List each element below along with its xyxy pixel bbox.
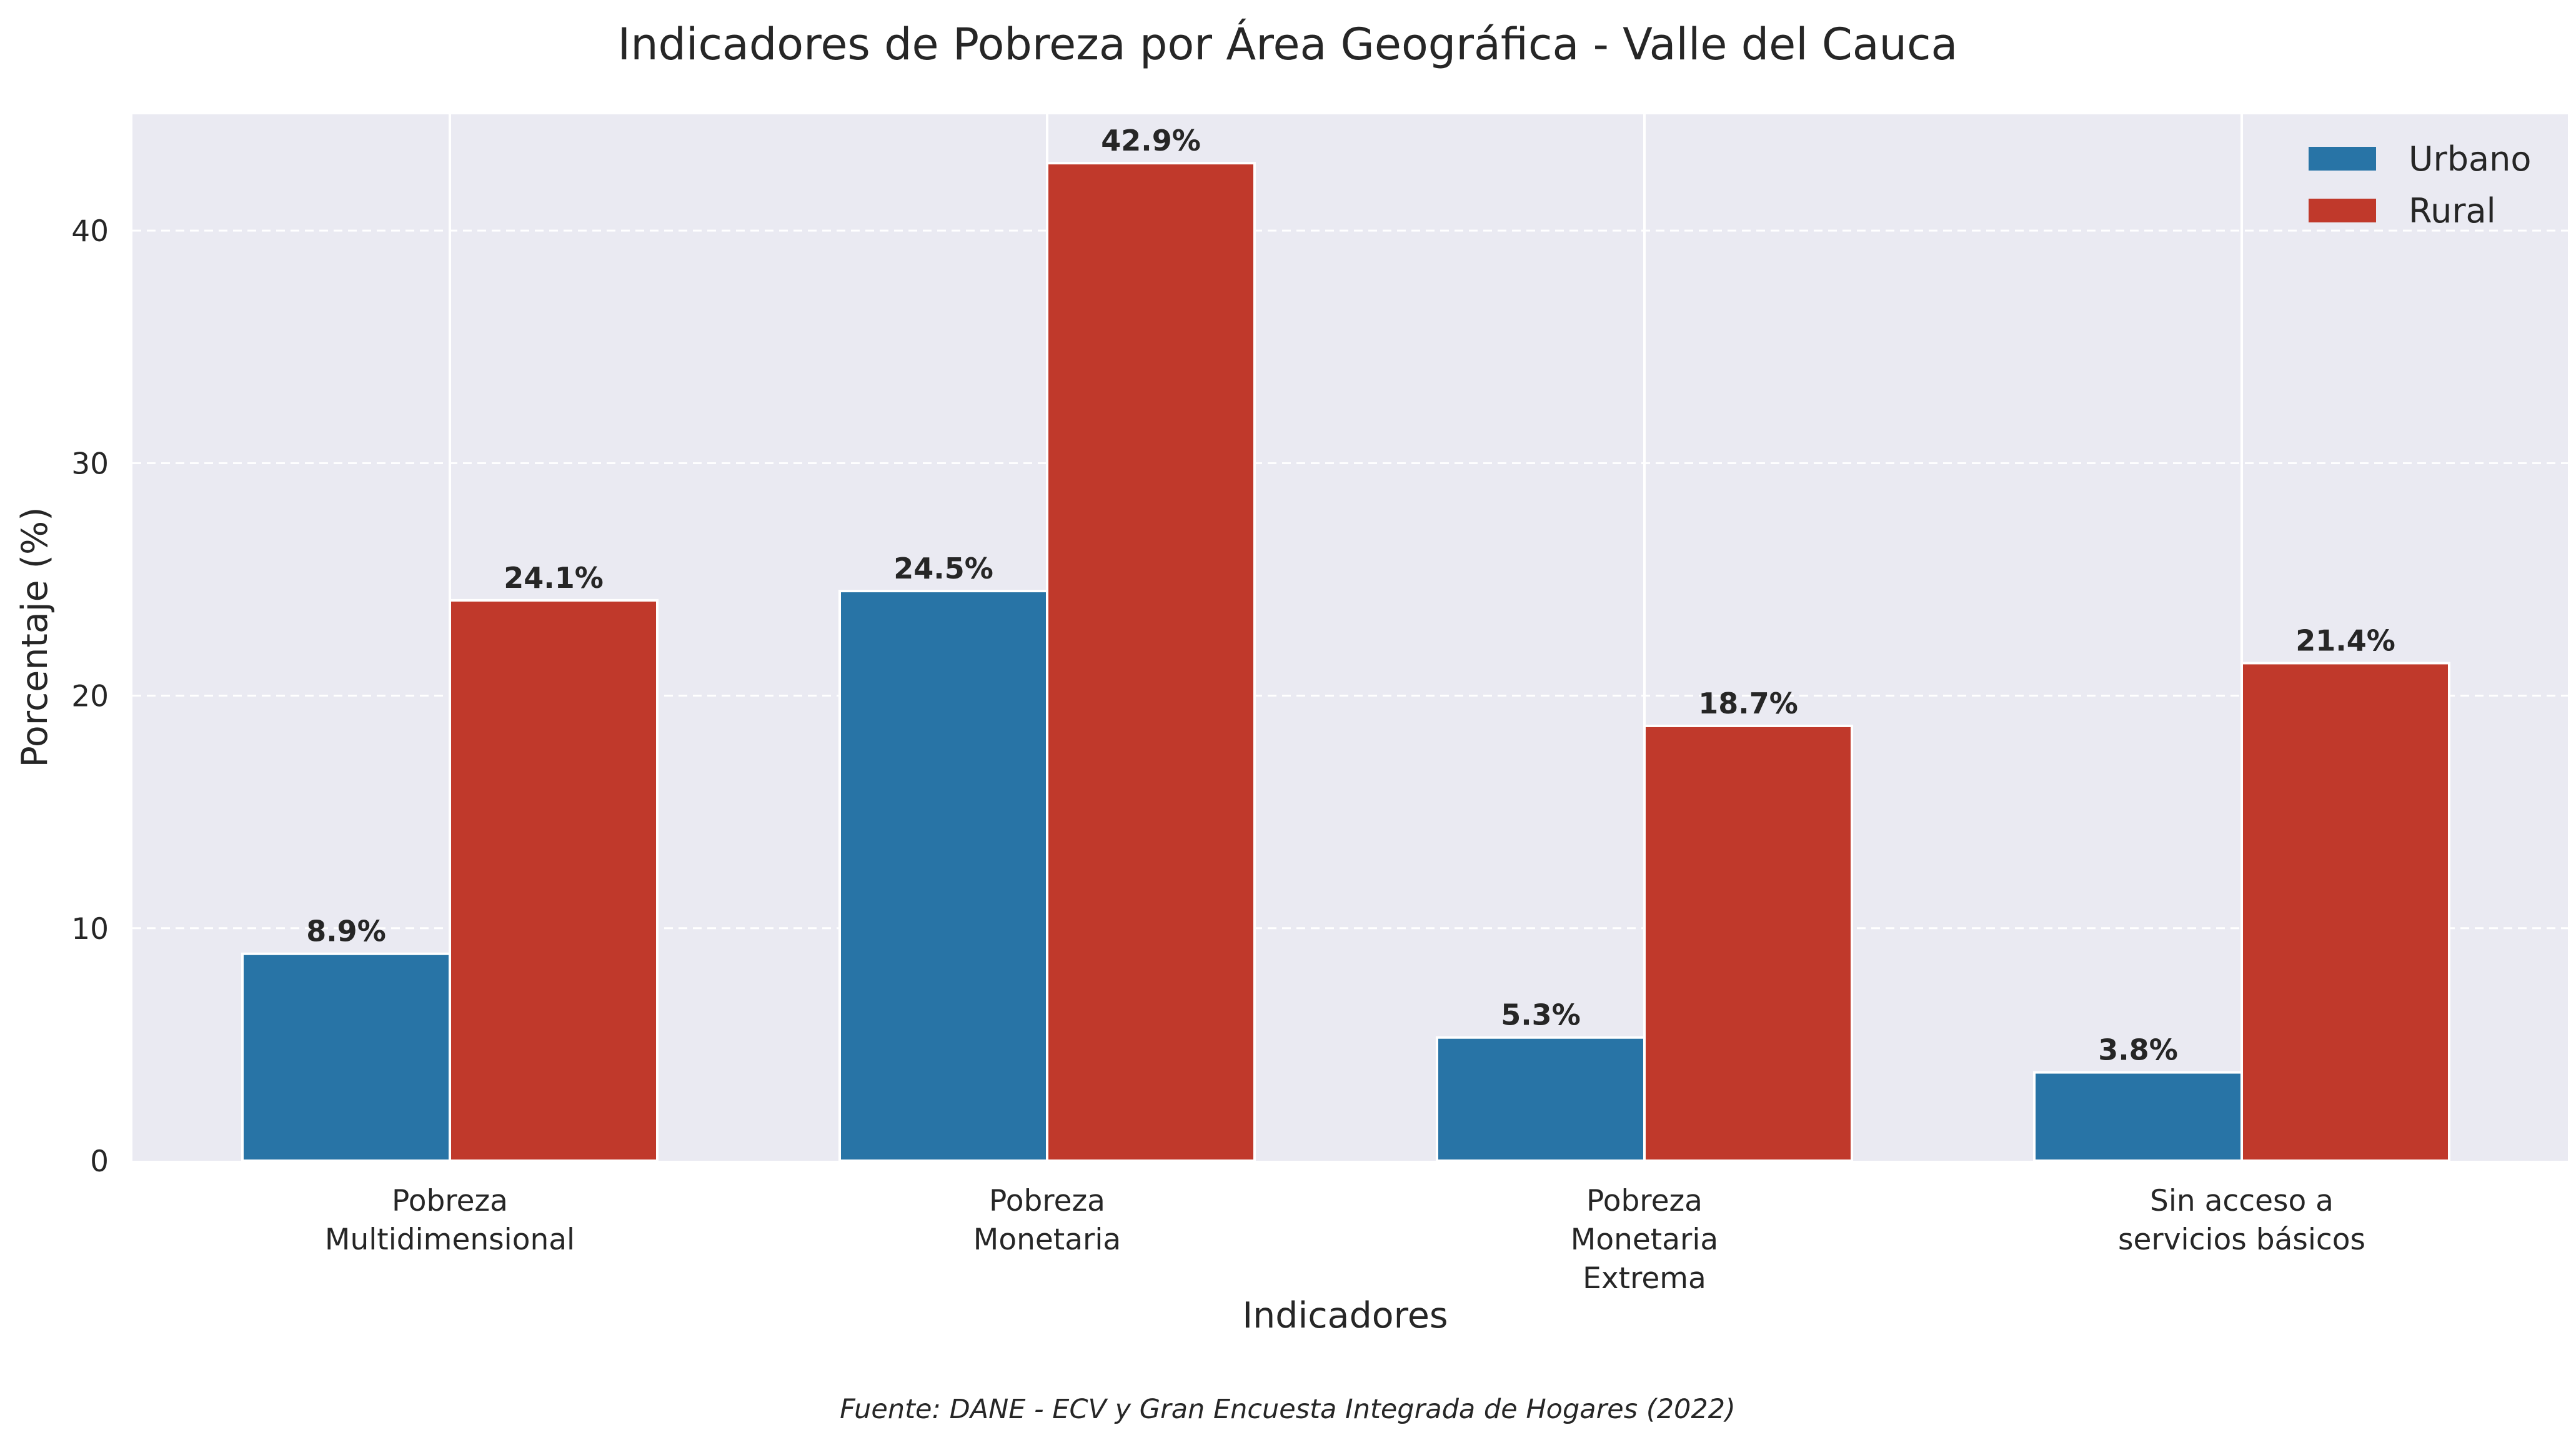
source-note: Fuente: DANE - ECV y Gran Encuesta Integ… — [840, 1394, 1736, 1425]
bar-value-label: 18.7% — [1698, 687, 1798, 720]
x-tick-label-line: Extrema — [1583, 1261, 1706, 1296]
y-axis-label: Porcentaje (%) — [14, 507, 56, 768]
x-tick-label: Pobreza Monetaria — [973, 1184, 1121, 1257]
x-tick-label: Sin acceso a servicios básicos — [2118, 1184, 2365, 1257]
bar-labels-layer: 8.9% 24.5% 5.3% 3.8% 24.1% 42.9% 18.7% 21.4% — [306, 124, 2395, 1066]
x-tick-label-line: Monetaria — [1571, 1223, 1718, 1257]
bar-value-label: 24.1% — [504, 561, 604, 595]
bar-value-label: 5.3% — [1501, 998, 1581, 1032]
x-tick-label-line: Pobreza — [392, 1184, 508, 1218]
bar-urbano — [2033, 1071, 2243, 1162]
x-tick-label-line: Monetaria — [973, 1223, 1121, 1257]
legend-swatch-rural — [2309, 199, 2376, 222]
legend-label-rural: Rural — [2409, 191, 2496, 231]
x-tick-label: Pobreza Monetaria Extrema — [1571, 1184, 1718, 1296]
bar-value-label: 42.9% — [1101, 124, 1201, 157]
y-tick-label: 0 — [90, 1145, 109, 1179]
legend: Urbano Rural — [2309, 139, 2531, 231]
bar-urbano — [1436, 1036, 1646, 1162]
bar-rural — [2240, 662, 2450, 1162]
bar-value-label: 24.5% — [893, 552, 993, 585]
bar-value-label: 21.4% — [2295, 623, 2395, 657]
bar-rural — [1643, 724, 1853, 1162]
x-tick-label-line: Multidimensional — [325, 1223, 575, 1257]
x-tick-label-line: Sin acceso a — [2150, 1184, 2334, 1218]
bars-layer — [241, 162, 2450, 1163]
x-tick-label-line: Pobreza — [1586, 1184, 1703, 1218]
chart-title: Indicadores de Pobreza por Área Geográfi… — [618, 19, 1958, 70]
bar-rural — [1046, 162, 1256, 1163]
legend-swatch-urbano — [2309, 147, 2376, 171]
legend-label-urbano: Urbano — [2409, 139, 2531, 179]
x-tick-label-line: servicios básicos — [2118, 1223, 2365, 1257]
x-tick-label-line: Pobreza — [989, 1184, 1105, 1218]
y-axis-ticks: 0 10 20 30 40 — [71, 214, 109, 1179]
bar-value-label: 8.9% — [306, 915, 386, 948]
y-tick-label: 20 — [71, 680, 109, 714]
x-tick-label: Pobreza Multidimensional — [325, 1184, 575, 1257]
bar-value-label: 3.8% — [2098, 1033, 2178, 1067]
bar-urbano — [241, 952, 451, 1162]
y-tick-label: 30 — [71, 447, 109, 481]
y-tick-label: 40 — [71, 214, 109, 249]
bar-urbano — [838, 590, 1048, 1162]
bar-rural — [449, 598, 659, 1162]
x-axis-label: Indicadores — [1242, 1295, 1448, 1336]
y-tick-label: 10 — [71, 912, 109, 946]
